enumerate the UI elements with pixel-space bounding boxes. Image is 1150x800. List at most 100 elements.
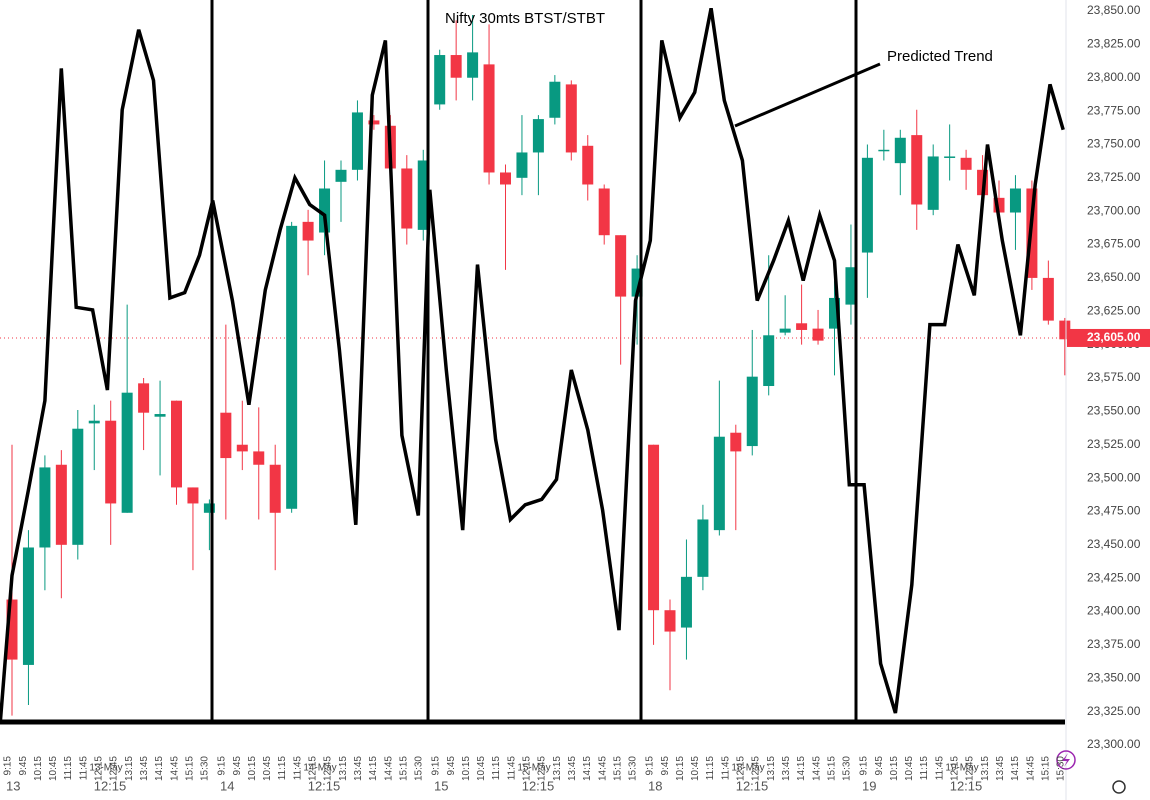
candle-body [253, 451, 265, 465]
candle-body [911, 135, 923, 205]
plot-area [0, 7, 1071, 720]
x-tick-label: 14:45 [597, 756, 608, 781]
candle-body [55, 464, 67, 545]
x-tick-label: 14:15 [1010, 756, 1021, 781]
candle-body [1059, 320, 1071, 340]
x-tick-label: 14:15 [796, 756, 807, 781]
y-tick-label: 23,750.00 [1087, 137, 1141, 151]
x-tick-label: 11:45 [934, 756, 945, 781]
session-mid: 12:15 [522, 778, 555, 793]
x-tick-label: 9:45 [874, 756, 885, 776]
x-tick-label: 14:15 [368, 756, 379, 781]
x-tick-label: 14:15 [154, 756, 165, 781]
day-label: 14-May [303, 763, 336, 774]
last-price-label: 23,605.00 [1087, 330, 1141, 344]
candle-body [187, 487, 199, 504]
x-tick-label: 10:45 [262, 756, 273, 781]
candle-body [1009, 188, 1021, 213]
x-tick-label: 13:15 [766, 756, 777, 781]
x-tick-label: 15:15 [1040, 756, 1051, 781]
candle-body [467, 52, 479, 78]
candle-body [944, 156, 956, 158]
candle-body [417, 160, 429, 230]
day-short: 19 [862, 778, 876, 793]
candle-body [39, 467, 51, 548]
x-tick-label: 15:30 [200, 756, 211, 781]
candle-body [319, 188, 331, 233]
candle-body [88, 420, 100, 424]
x-tick-label: 15:30 [414, 756, 425, 781]
y-tick-label: 23,650.00 [1087, 270, 1141, 284]
x-tick-label: 14:45 [811, 756, 822, 781]
x-tick-label: 11:15 [705, 756, 716, 781]
x-tick-label: 12:15 [94, 756, 105, 781]
day-label: 13-May [89, 763, 122, 774]
y-tick-label: 23,775.00 [1087, 103, 1141, 117]
x-tick-label: 11:15 [277, 756, 288, 781]
x-tick-label: 12:15 [736, 756, 747, 781]
candle-body [861, 157, 873, 253]
y-tick-label: 23,425.00 [1087, 570, 1141, 584]
day-label: 15-May [517, 763, 550, 774]
x-tick-label: 9:45 [660, 756, 671, 776]
x-tick-label: 10:15 [889, 756, 900, 781]
x-tick-label: 14:15 [582, 756, 593, 781]
x-tick-label: 10:45 [690, 756, 701, 781]
candle-body [203, 503, 215, 513]
x-tick-label: 13:15 [980, 756, 991, 781]
y-tick-label: 23,400.00 [1087, 604, 1141, 618]
candle-body [138, 383, 150, 413]
icon-bolt [1062, 753, 1070, 767]
x-tick-label: 15:15 [184, 756, 195, 781]
x-tick-label: 13:45 [995, 756, 1006, 781]
x-tick-label: 14:45 [383, 756, 394, 781]
x-tick-label: 13:45 [139, 756, 150, 781]
y-tick-label: 23,700.00 [1087, 203, 1141, 217]
session-mid: 12:15 [94, 778, 127, 793]
session-mid: 12:15 [308, 778, 341, 793]
y-tick-label: 23,350.00 [1087, 670, 1141, 684]
candle-body [894, 137, 906, 164]
candle-body [993, 197, 1005, 213]
candle-body [72, 428, 84, 545]
candle-body [269, 464, 281, 513]
x-tick-label: 13:45 [353, 756, 364, 781]
candle-body [516, 152, 528, 178]
candle-body [730, 432, 742, 452]
x-tick-label: 9:15 [645, 756, 656, 776]
candle-body [664, 610, 676, 632]
y-tick-label: 23,550.00 [1087, 404, 1141, 418]
candle-body [302, 221, 314, 241]
chart-title: Nifty 30mts BTST/STBT [445, 10, 605, 27]
day-label: 18-May [731, 763, 764, 774]
x-tick-label: 11:45 [506, 756, 517, 781]
candle-body [631, 268, 643, 297]
settings-icon[interactable] [1112, 780, 1126, 794]
y-tick-label: 23,450.00 [1087, 537, 1141, 551]
candle-body [154, 414, 166, 417]
candle-body [549, 81, 561, 118]
x-tick-label: 11:15 [491, 756, 502, 781]
y-tick-label: 23,825.00 [1087, 37, 1141, 51]
day-short: 18 [648, 778, 662, 793]
x-tick-label: 15:15 [612, 756, 623, 781]
y-tick-label: 23,500.00 [1087, 470, 1141, 484]
icon-ring [1056, 750, 1076, 770]
candle-body [598, 188, 610, 236]
candle-body [483, 64, 495, 173]
x-tick-label: 9:15 [859, 756, 870, 776]
x-tick-label: 9:45 [232, 756, 243, 776]
candle-body [105, 420, 117, 504]
x-tick-label: 13:15 [124, 756, 135, 781]
candle-body [582, 145, 594, 185]
candle-body [368, 120, 380, 125]
candle-body [779, 328, 791, 333]
annotation: Predicted Trend [887, 48, 993, 65]
candle-body [236, 444, 248, 452]
x-tick-label: 10:15 [675, 756, 686, 781]
x-tick-label: 15:30 [1056, 756, 1067, 781]
candle-body [335, 169, 347, 182]
candle-body [532, 119, 544, 153]
